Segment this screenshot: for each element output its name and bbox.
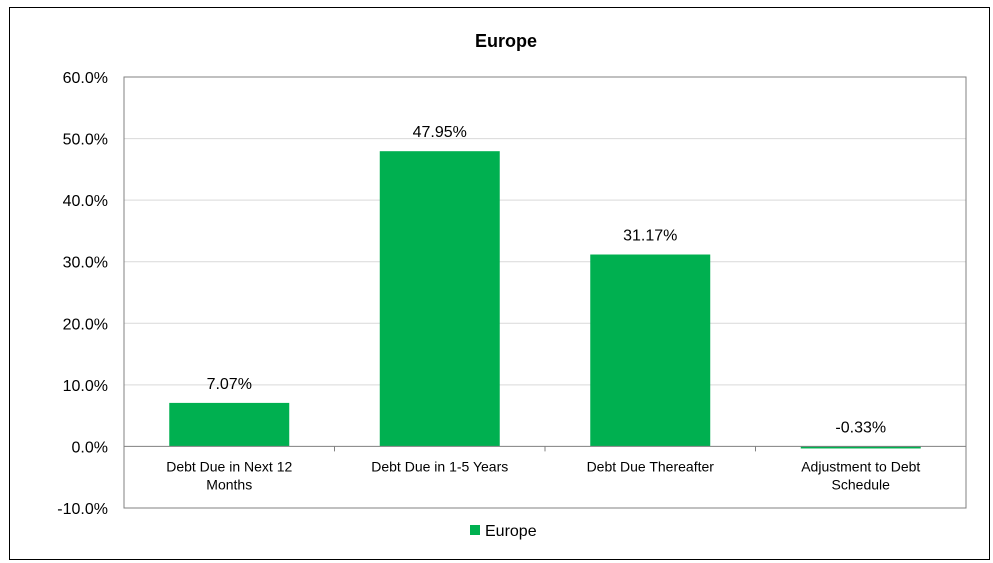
category-label: Adjustment to Debt (801, 458, 920, 474)
y-tick-label: 10.0% (63, 378, 108, 395)
y-tick-label: 20.0% (63, 316, 108, 333)
bar (169, 402, 290, 447)
chart-title: Europe (475, 31, 537, 51)
y-tick-label: -10.0% (57, 501, 108, 518)
chart-frame (9, 7, 990, 560)
y-tick-label: 30.0% (63, 255, 108, 272)
category-label: Schedule (832, 476, 891, 492)
data-label: 31.17% (623, 228, 677, 245)
data-label: 47.95% (413, 124, 467, 141)
y-tick-label: 40.0% (63, 193, 108, 210)
category-label: Debt Due in Next 12 (166, 458, 292, 474)
legend: Europe (470, 523, 537, 540)
category-label: Debt Due Thereafter (587, 458, 715, 474)
legend-label: Europe (485, 523, 537, 540)
y-tick-label: 50.0% (63, 132, 108, 149)
bar (379, 151, 500, 447)
data-label: 7.07% (207, 376, 252, 393)
bar (800, 446, 921, 449)
data-label: -0.33% (835, 419, 886, 436)
plot-border (123, 76, 967, 509)
y-tick-label: 60.0% (63, 70, 108, 87)
category-label: Months (206, 476, 252, 492)
category-label: Debt Due in 1-5 Years (371, 458, 508, 474)
legend-swatch (470, 525, 480, 535)
y-tick-label: 0.0% (72, 439, 108, 456)
plot-area: 60.0% 50.0% 40.0% 30.0% 20.0% 10.0% 0.0% -10.0%… (57, 70, 967, 518)
bar (590, 254, 711, 447)
